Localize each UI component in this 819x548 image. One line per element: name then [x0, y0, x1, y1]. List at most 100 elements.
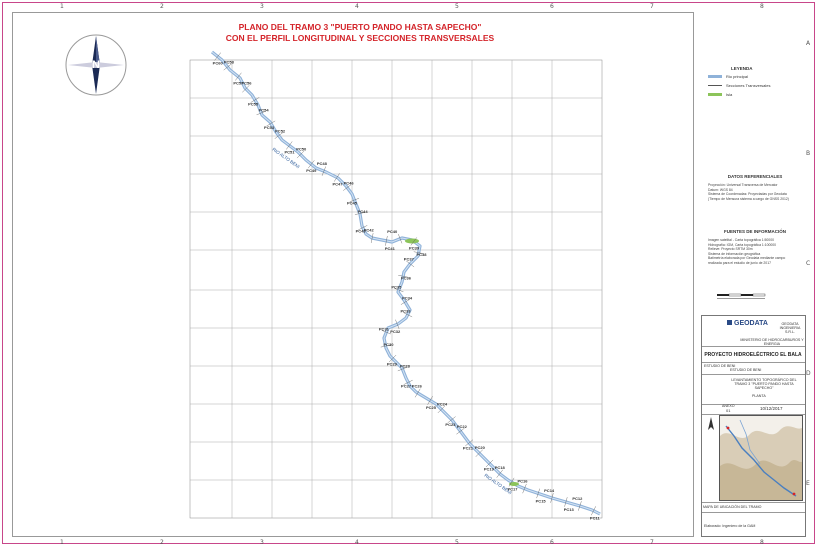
- island: [509, 482, 519, 486]
- ruler-number: 7: [650, 539, 654, 546]
- section-label: PC50: [296, 146, 307, 151]
- section-label: PC54: [259, 108, 270, 113]
- cross-section-line: [522, 483, 527, 494]
- ruler-letter: A: [806, 40, 811, 47]
- section-label: PC18: [495, 465, 506, 470]
- ruler-letter: E: [806, 480, 810, 487]
- section-label: PC21: [463, 445, 474, 450]
- cross-section-line: [397, 367, 408, 372]
- ruler-number: 4: [355, 3, 359, 10]
- section-label: PC20: [475, 445, 486, 450]
- cross-section-line: [214, 52, 221, 61]
- info-line: Sistema de Coordenadas: Proyectadas por …: [708, 192, 787, 197]
- company-note: GEODATA INGENIERIA S.R.L.: [779, 322, 801, 334]
- fuentes-title: FUENTES DE INFORMACIÓN: [723, 229, 786, 234]
- info-line: Sistema de información geográfica: [708, 251, 761, 256]
- north-arrow-icon: N: [65, 34, 127, 96]
- ruler-number: 5: [455, 3, 459, 10]
- location-inset-map: [719, 415, 803, 501]
- section-label: PC41: [385, 246, 396, 251]
- row2-value: LEVANTAMIENTO TOPOGRÁFICO DEL TRAMO 3 "P…: [731, 378, 797, 390]
- cross-section-line: [296, 150, 305, 159]
- ruler-letter: B: [806, 150, 811, 157]
- section-label: PC34: [402, 295, 413, 300]
- cross-section-line: [403, 379, 413, 385]
- legend-title: LEYENDA: [731, 66, 753, 71]
- footer-note: Elaborado: Ingeniero de la GAM: [704, 524, 756, 528]
- section-label: PC26: [412, 384, 423, 389]
- cross-section-line: [354, 212, 365, 215]
- cross-section-line: [381, 330, 392, 335]
- info-line: Hidrografía: IGM, Carta topográfica 1:10…: [708, 242, 777, 247]
- section-label: PC57: [233, 80, 244, 85]
- cross-section-line: [274, 132, 283, 139]
- cross-section-line: [414, 388, 421, 398]
- section-label: PC23: [445, 422, 456, 427]
- info-line: Proyección: Universal Transversa de Merc…: [708, 183, 778, 187]
- scale-bar: [717, 293, 766, 299]
- row1-label: ESTUDIO DE BENI: [704, 364, 736, 368]
- ruler-number: 5: [455, 539, 459, 546]
- section-label: PC15: [536, 498, 547, 503]
- section-label: PC38: [417, 252, 428, 257]
- client-name: MINISTERIO DE HIDROCARBUROS Y ENERGIA: [740, 338, 804, 346]
- cross-section-line: [400, 299, 410, 305]
- section-label: PC14: [544, 488, 555, 493]
- cross-section-line: [447, 416, 456, 423]
- project-name: PROYECTO HIDROELÉCTRICO EL BALA: [704, 352, 802, 358]
- section-label: PC44: [358, 209, 369, 214]
- cross-section-line: [308, 160, 315, 169]
- info-line: (Tiempo de Mensura sistema a cargo de GN…: [708, 196, 789, 201]
- section-label: PC51: [284, 149, 295, 154]
- ruler-number: 6: [550, 3, 554, 10]
- ruler-letter: D: [806, 370, 811, 377]
- cross-section-line: [485, 459, 494, 468]
- cross-section-line: [410, 237, 418, 246]
- section-label: PC17: [507, 486, 518, 491]
- section-label: PC28: [400, 364, 411, 369]
- section-label: PC56: [241, 81, 252, 86]
- info-line: Relieve: Proyecto SRTM 30m: [708, 247, 753, 252]
- cross-section-line: [550, 493, 554, 503]
- section-label: PC19: [484, 467, 495, 472]
- ruler-number: 8: [760, 3, 764, 10]
- ruler-number: 8: [760, 539, 764, 546]
- cross-section-line: [266, 120, 276, 127]
- cross-section-line: [286, 141, 293, 150]
- section-label: PC47: [332, 182, 343, 187]
- legend-label: Secciones Transversales: [726, 83, 771, 88]
- company-name: GEODATA: [734, 320, 768, 327]
- cross-section-line: [385, 235, 388, 246]
- coordinate-grid: [189, 59, 603, 519]
- section-label: PC37: [404, 256, 415, 261]
- row2-note: PLANTA: [752, 394, 766, 398]
- section-label: PC13: [564, 507, 575, 512]
- cross-section-line: [388, 354, 397, 363]
- cross-section-line: [496, 469, 504, 478]
- cross-section-line: [370, 233, 374, 243]
- cross-section-line: [413, 251, 424, 254]
- section-label: PC30: [383, 342, 394, 347]
- section-label: PC46: [344, 180, 355, 185]
- cross-section-line: [242, 85, 250, 93]
- fuentes-text: Imagen satelital - Carta topográfica 1:5…: [708, 238, 804, 266]
- section-label: PC29: [387, 362, 398, 367]
- info-line: Datum: WGS 84: [708, 187, 733, 192]
- cross-section-line: [256, 110, 266, 116]
- cross-section-line: [333, 173, 340, 182]
- inset-caption: MAPA DE UBICACIÓN DEL TRAMO: [703, 505, 762, 509]
- ruler-number: 1: [60, 3, 64, 10]
- section-label: PC60: [213, 60, 224, 65]
- ruler-number: 3: [260, 3, 264, 10]
- river-line-highlight: [211, 51, 601, 515]
- section-label: PC53: [264, 125, 275, 130]
- section-label: PC22: [457, 424, 468, 429]
- cross-section-line: [403, 312, 413, 318]
- cross-section-line: [395, 319, 400, 330]
- cross-section-line: [223, 63, 232, 71]
- info-line: Imagen satelital - Carta topográfica 1:5…: [708, 238, 774, 242]
- cross-section-line: [250, 97, 260, 103]
- cross-section-line: [406, 260, 415, 268]
- cross-section-line: [343, 184, 352, 191]
